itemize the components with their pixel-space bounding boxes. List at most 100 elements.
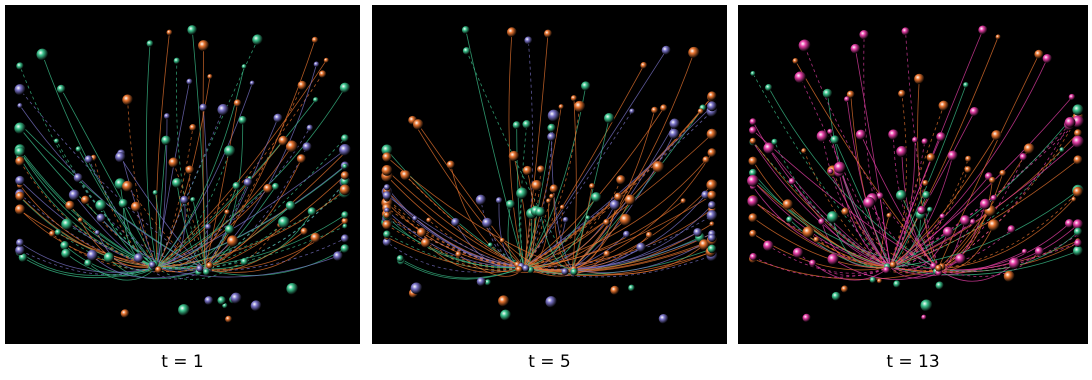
node <box>960 215 971 226</box>
node <box>1074 239 1082 247</box>
node <box>74 173 83 182</box>
node <box>604 113 614 123</box>
node <box>708 201 716 209</box>
node <box>190 197 195 202</box>
node <box>662 46 671 55</box>
node <box>178 304 190 316</box>
node <box>382 152 392 162</box>
node <box>546 198 551 203</box>
node <box>980 199 991 210</box>
node <box>749 126 757 134</box>
node <box>115 152 126 163</box>
node <box>496 197 502 203</box>
node <box>164 113 170 119</box>
node <box>76 146 82 152</box>
node <box>963 82 969 88</box>
node <box>943 227 954 238</box>
node <box>828 254 839 265</box>
node <box>841 208 849 216</box>
node <box>939 101 949 111</box>
node <box>1065 117 1076 128</box>
node <box>482 218 492 228</box>
node <box>827 129 833 135</box>
node <box>560 205 565 210</box>
node <box>509 151 519 161</box>
node <box>187 25 197 35</box>
node <box>383 191 392 200</box>
node <box>535 207 545 217</box>
node <box>244 178 253 187</box>
node <box>60 241 69 250</box>
node <box>417 228 427 238</box>
node <box>78 217 83 222</box>
node <box>1020 153 1028 161</box>
node <box>921 315 926 320</box>
node <box>870 277 876 283</box>
node <box>693 228 702 237</box>
node <box>234 99 242 107</box>
node <box>15 147 25 157</box>
node <box>783 199 793 209</box>
figure: {"panels": [ {"caption": "t = 1", "color… <box>0 0 1092 380</box>
node <box>747 175 759 187</box>
node <box>506 200 515 209</box>
node <box>786 216 793 223</box>
node <box>793 248 803 258</box>
node <box>498 295 509 306</box>
node <box>681 198 686 203</box>
node <box>313 97 319 103</box>
node <box>307 125 314 132</box>
node <box>524 36 532 44</box>
node <box>834 162 846 174</box>
node <box>844 96 850 102</box>
node <box>382 165 393 176</box>
node <box>651 107 658 114</box>
node <box>172 178 182 188</box>
node <box>224 209 229 214</box>
node <box>477 277 486 286</box>
node <box>965 166 972 173</box>
node <box>513 121 521 129</box>
node <box>851 44 861 54</box>
node <box>225 225 234 234</box>
node <box>341 244 350 253</box>
node <box>991 130 1001 140</box>
node <box>119 199 128 208</box>
node <box>856 130 866 140</box>
node <box>1073 155 1082 164</box>
node <box>799 40 811 52</box>
node <box>397 255 404 262</box>
node <box>585 215 590 220</box>
node <box>286 283 298 295</box>
node <box>896 146 907 157</box>
node <box>14 123 25 134</box>
node <box>750 138 757 145</box>
node <box>562 268 569 275</box>
node <box>15 192 24 201</box>
node <box>69 190 80 201</box>
node <box>340 83 350 93</box>
node <box>927 207 933 213</box>
node <box>273 114 282 123</box>
node <box>965 156 971 162</box>
node <box>623 231 630 238</box>
node <box>698 108 704 114</box>
node <box>451 218 460 227</box>
node <box>996 34 1001 39</box>
node <box>707 191 716 200</box>
node <box>36 49 48 61</box>
node <box>1043 54 1052 63</box>
node <box>15 156 24 165</box>
node <box>1073 246 1083 256</box>
node <box>616 175 625 184</box>
node <box>522 265 529 272</box>
node <box>516 188 528 200</box>
node <box>646 232 653 239</box>
node <box>922 138 929 145</box>
node <box>104 252 114 262</box>
node <box>341 234 349 242</box>
node <box>342 224 347 229</box>
node <box>659 314 669 324</box>
node <box>95 230 100 235</box>
node <box>185 165 194 174</box>
